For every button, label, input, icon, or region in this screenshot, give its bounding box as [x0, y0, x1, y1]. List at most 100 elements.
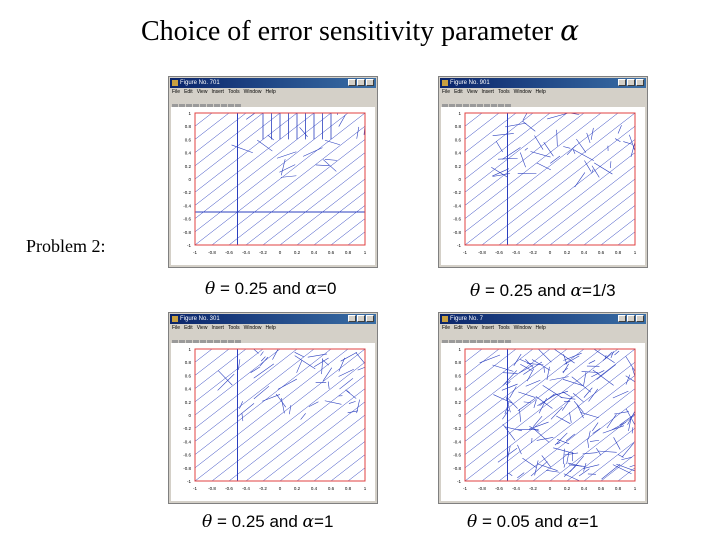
- mesh-edge: [520, 152, 526, 168]
- matlab-icon: [442, 316, 448, 322]
- y-tick-label: -0.6: [183, 453, 191, 458]
- mesh-edge: [194, 112, 366, 246]
- mesh-edge: [628, 416, 632, 432]
- plot-canvas[interactable]: 1 0.8 0.6 0.4 0.2 0 -0.2 -0.4 -0.6 -0.8 -1 -1 -0.8 -0…: [171, 343, 375, 501]
- menu-item-edit[interactable]: Edit: [184, 325, 193, 331]
- mesh-edge: [614, 350, 620, 356]
- plot-canvas[interactable]: 1 0.8 0.6 0.4 0.2 0 -0.2 -0.4 -0.6 -0.8 -1 -1 -0.8 -0…: [171, 107, 375, 265]
- maximize-button[interactable]: [357, 315, 365, 322]
- plot-canvas[interactable]: 1 0.8 0.6 0.4 0.2 0 -0.2 -0.4 -0.6 -0.8 -1 -1 -0.8 -0…: [441, 343, 645, 501]
- menu-item-file[interactable]: File: [172, 325, 181, 331]
- menu-item-insert[interactable]: Insert: [211, 89, 224, 95]
- menu-item-window[interactable]: Window: [243, 325, 262, 331]
- close-button[interactable]: [366, 79, 374, 86]
- menu-item-file[interactable]: File: [442, 89, 451, 95]
- y-tick-label: 1: [458, 347, 461, 352]
- menu-item-view[interactable]: View: [466, 325, 478, 331]
- menu-item-view[interactable]: View: [466, 89, 478, 95]
- mesh-edge: [547, 112, 569, 120]
- mesh-edge: [519, 409, 521, 422]
- mesh-edge: [498, 375, 636, 482]
- plot-canvas[interactable]: 1 0.8 0.6 0.4 0.2 0 -0.2 -0.4 -0.6 -0.8 -1 -1 -0.8 -0…: [441, 107, 645, 265]
- minimize-button[interactable]: [618, 79, 626, 86]
- minimize-button[interactable]: [618, 315, 626, 322]
- x-tick-label: 1: [364, 250, 367, 255]
- mesh-edge: [583, 441, 636, 482]
- minimize-button[interactable]: [348, 315, 356, 322]
- mesh-edge: [276, 151, 297, 159]
- alpha-symbol: α: [570, 281, 583, 301]
- menu-item-tools[interactable]: Tools: [227, 325, 240, 331]
- mesh-edge: [464, 112, 483, 127]
- window-titlebar[interactable]: Figure No. 301: [170, 314, 376, 324]
- figure-window-2[interactable]: Figure No. 901 File Edit View Insert Tools Wi…: [438, 76, 648, 268]
- window-titlebar[interactable]: Figure No. 901: [440, 78, 646, 88]
- mesh-edge: [321, 358, 324, 375]
- mesh-edge: [501, 383, 518, 391]
- figure-window-3[interactable]: Figure No. 301 File Edit View Insert Tools Wi…: [168, 312, 378, 504]
- menu-item-view[interactable]: View: [196, 325, 208, 331]
- mesh-edge: [631, 427, 634, 434]
- maximize-button[interactable]: [357, 79, 365, 86]
- mesh-edge: [228, 375, 366, 482]
- menu-item-window[interactable]: Window: [513, 325, 532, 331]
- mesh-edge: [565, 433, 575, 442]
- menu-item-tools[interactable]: Tools: [497, 325, 510, 331]
- mesh-edge: [347, 467, 366, 482]
- mesh-edge: [194, 112, 264, 166]
- window-title: Figure No. 7: [450, 316, 484, 322]
- menu-item-help[interactable]: Help: [535, 89, 546, 95]
- menu-item-insert[interactable]: Insert: [211, 325, 224, 331]
- maximize-button[interactable]: [627, 315, 635, 322]
- minimize-button[interactable]: [348, 79, 356, 86]
- mesh-edge: [596, 447, 602, 456]
- menu-item-file[interactable]: File: [172, 89, 181, 95]
- mesh-edge: [525, 379, 541, 387]
- x-tick-label: -0.6: [495, 486, 503, 491]
- maximize-button[interactable]: [627, 79, 635, 86]
- mesh-edge: [630, 141, 636, 157]
- mesh-edge: [543, 142, 554, 157]
- theta-value: = 0.25 and: [484, 281, 566, 300]
- menu-item-edit[interactable]: Edit: [184, 89, 193, 95]
- menu-item-window[interactable]: Window: [513, 89, 532, 95]
- x-tick-label: -0.4: [242, 486, 250, 491]
- mesh-edge: [586, 132, 591, 144]
- mesh-edge: [530, 461, 548, 477]
- figure-window-1[interactable]: Figure No. 701 File Edit View Insert Tools Wi…: [168, 76, 378, 268]
- figure-window-4[interactable]: Figure No. 7 File Edit View Insert Tools Wind…: [438, 312, 648, 504]
- menu-item-tools[interactable]: Tools: [497, 89, 510, 95]
- menu-item-file[interactable]: File: [442, 325, 451, 331]
- window-titlebar[interactable]: Figure No. 701: [170, 78, 376, 88]
- mesh-edge: [322, 159, 337, 172]
- menu-item-view[interactable]: View: [196, 89, 208, 95]
- mesh-edge: [549, 376, 569, 381]
- mesh-edge: [464, 112, 602, 219]
- mesh-edge: [267, 134, 274, 141]
- menu-item-insert[interactable]: Insert: [481, 89, 494, 95]
- window-titlebar[interactable]: Figure No. 7: [440, 314, 646, 324]
- mesh-edge: [616, 463, 636, 472]
- menu-item-window[interactable]: Window: [243, 89, 262, 95]
- menu-item-help[interactable]: Help: [265, 325, 276, 331]
- x-tick-label: -0.4: [242, 250, 250, 255]
- close-button[interactable]: [636, 79, 644, 86]
- mesh-edge: [479, 354, 501, 364]
- y-tick-label: -0.6: [453, 217, 461, 222]
- y-tick-label: -0.6: [183, 217, 191, 222]
- menu-item-edit[interactable]: Edit: [454, 325, 463, 331]
- matlab-icon: [442, 80, 448, 86]
- menu-item-edit[interactable]: Edit: [454, 89, 463, 95]
- x-tick-label: 0.6: [598, 486, 605, 491]
- menu-item-help[interactable]: Help: [535, 325, 546, 331]
- mesh-edge: [619, 413, 636, 426]
- menu-item-help[interactable]: Help: [265, 89, 276, 95]
- mesh-edge: [464, 112, 517, 153]
- mesh-edge: [629, 134, 636, 152]
- mesh-edge: [526, 368, 535, 382]
- mesh-edge: [464, 112, 636, 246]
- close-button[interactable]: [636, 315, 644, 322]
- menu-item-insert[interactable]: Insert: [481, 325, 494, 331]
- menu-item-tools[interactable]: Tools: [227, 89, 240, 95]
- close-button[interactable]: [366, 315, 374, 322]
